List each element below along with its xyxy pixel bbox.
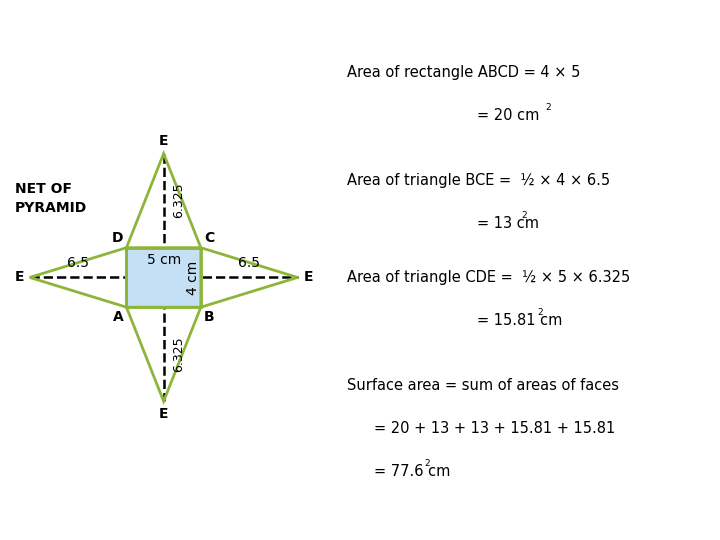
Text: 4 cm: 4 cm <box>186 260 200 294</box>
Text: E: E <box>14 271 24 285</box>
Text: = 20 cm: = 20 cm <box>477 108 539 123</box>
Text: B: B <box>204 310 215 324</box>
Bar <box>127 248 201 307</box>
Text: 2: 2 <box>522 211 527 220</box>
Text: PYRAMID: PYRAMID <box>15 201 87 215</box>
Text: A: A <box>113 310 123 324</box>
Text: 2: 2 <box>425 459 431 468</box>
Text: 5 cm: 5 cm <box>146 253 181 267</box>
Text: = 77.6 cm: = 77.6 cm <box>374 464 451 480</box>
Text: NET OF: NET OF <box>15 181 72 195</box>
Text: = 20 + 13 + 13 + 15.81 + 15.81: = 20 + 13 + 13 + 15.81 + 15.81 <box>374 421 616 436</box>
Text: E: E <box>303 271 313 285</box>
Text: 6.5: 6.5 <box>67 256 89 270</box>
Text: C: C <box>204 231 214 245</box>
Text: E: E <box>159 133 168 147</box>
Text: 6.325: 6.325 <box>172 183 185 219</box>
Text: = 13 cm: = 13 cm <box>477 216 539 231</box>
Text: Surface area = sum of areas of faces: Surface area = sum of areas of faces <box>347 378 619 393</box>
Text: Area of rectangle ABCD = 4 × 5: Area of rectangle ABCD = 4 × 5 <box>347 65 580 80</box>
Text: 6.5: 6.5 <box>238 256 260 270</box>
Text: 6.325: 6.325 <box>172 336 185 372</box>
Text: D: D <box>112 231 123 245</box>
Text: 2: 2 <box>537 308 543 317</box>
Text: Area of triangle CDE =  ½ × 5 × 6.325: Area of triangle CDE = ½ × 5 × 6.325 <box>347 270 630 285</box>
Text: = 15.81 cm: = 15.81 cm <box>477 313 562 328</box>
Text: Area of triangle BCE =  ½ × 4 × 6.5: Area of triangle BCE = ½ × 4 × 6.5 <box>347 173 610 188</box>
Text: 2: 2 <box>545 103 551 112</box>
Text: E: E <box>159 407 168 421</box>
